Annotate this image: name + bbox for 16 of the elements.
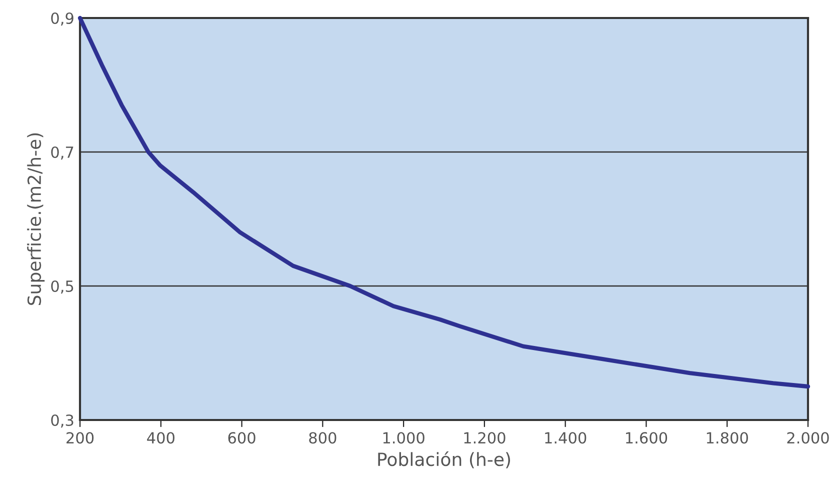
x-tick-label: 400 [147,432,174,444]
y-tick-label: 0,9 [51,12,74,26]
y-tick-label: 0,5 [51,280,74,294]
x-tick-label: 800 [309,432,336,444]
x-tick-label: 1.400 [545,432,586,444]
y-axis-title: Superficie.(m2/h-e) [27,133,45,305]
x-tick-label: 1.200 [464,432,506,444]
x-tick-label: 1.000 [383,432,424,444]
y-tick-label: 0,7 [51,146,74,160]
x-tick-label: 2.000 [787,432,829,444]
x-axis-title: Población (h-e) [378,451,510,468]
x-tick-label: 600 [228,432,256,444]
x-tick-label: 1.800 [706,432,748,444]
y-tick-label: 0,3 [51,414,74,428]
x-tick-label: 200 [66,432,94,444]
x-tick-label: 1.600 [626,432,668,444]
